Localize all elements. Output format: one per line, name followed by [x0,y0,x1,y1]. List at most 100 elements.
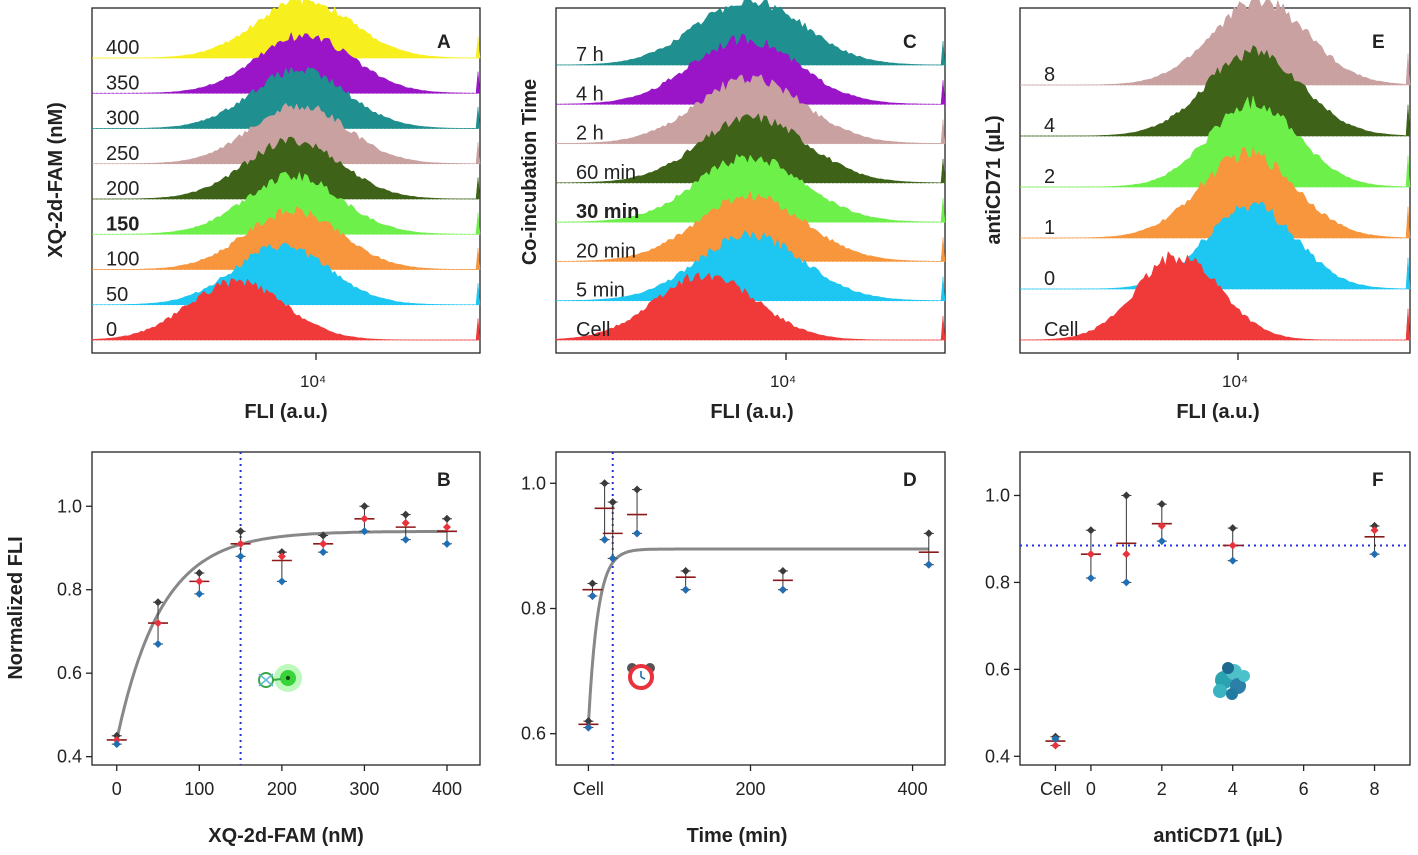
replicate-point [319,539,328,548]
panel-e-letter: E [1372,32,1385,53]
y-tick-label: 0.8 [521,599,546,619]
replicate-point [319,531,328,540]
replicate-point [1157,500,1166,509]
x-tick-label: 200 [735,779,765,799]
histogram-trace [555,0,946,66]
replicate-point [401,518,410,527]
fit-curve [115,529,447,741]
trace-label: 2 h [576,123,604,145]
panel-a-trace-labels: 400 350 300 250 200 150 100 50 0 [106,37,139,341]
x-tick-label: 400 [898,779,928,799]
histogram-trace [555,230,946,301]
replicate-point [195,569,204,578]
y-tick-label: 0.4 [57,747,82,767]
trace-label: Cell [1044,319,1078,341]
y-tick-label: 0.8 [57,580,82,600]
trace-label: 7 h [576,44,604,66]
x-tick-label: 0 [1086,779,1096,799]
trace-label: 4 h [576,83,604,105]
replicate-point [360,502,369,511]
histogram-trace [555,272,946,341]
replicate-point [778,566,787,575]
trace-label: 50 [106,284,128,306]
trace-label: Cell [576,319,610,341]
panel-e-ylabel: antiCD71 (µL) [983,115,1005,244]
trace-label: 30 min [576,201,639,223]
trace-label: 2 [1044,166,1055,188]
replicate-point [1086,526,1095,535]
replicate-point [236,539,245,548]
histogram-trace [91,102,481,165]
trace-label: 350 [106,72,139,94]
trace-label: 400 [106,37,139,59]
replicate-point [442,539,451,548]
histogram-trace [92,0,481,59]
panel-b-xlabel: XQ-2d-FAM (nM) [208,825,364,847]
trace-label: 0 [1044,268,1055,290]
replicate-point [401,510,410,519]
replicate-point [1086,550,1095,559]
panel-c-ylabel: Co-incubation Time [519,79,541,265]
trace-label: 250 [106,143,139,165]
y-tick-label: 1.0 [521,473,546,493]
y-tick-label: 0.6 [985,659,1010,679]
replicate-point [195,589,204,598]
panel-d: 0.6 0.8 1.0 Cell 200 400 D Time (min) [521,451,946,847]
replicate-point [1051,734,1060,743]
trace-label: 150 [106,213,139,235]
panel-f-letter: F [1372,470,1384,491]
alarm-clock-icon [627,663,655,690]
histogram-trace [91,171,481,235]
trace-label: 300 [106,108,139,130]
panel-c-letter: C [903,32,917,53]
replicate-point [112,735,121,744]
panel-a-ylabel: XQ-2d-FAM (nM) [45,102,67,258]
histogram-trace [555,113,946,184]
panel-b: 0.4 0.6 0.8 1.0 0 100 200 300 400 B XQ-2d-FAM (n… [5,451,481,847]
x-tick-label: 0 [112,779,122,799]
trace-label: 100 [106,249,139,271]
trace-label: 1 [1044,217,1055,239]
replicate-point [778,585,787,594]
panel-f-xlabel: antiCD71 (µL) [1153,825,1282,847]
histogram-trace [91,242,481,306]
replicate-point [1228,541,1237,550]
replicate-point [154,619,163,628]
panel-e-xlabel: FLI (a.u.) [1176,401,1259,423]
cell-cluster-icon [1213,662,1250,700]
replicate-point [1086,574,1095,583]
fit-curve [586,547,929,725]
panel-a-histograms [91,0,481,360]
histogram-trace [1020,0,1411,86]
histogram-trace [91,31,481,94]
replicate-point [588,591,597,600]
replicate-point [584,717,593,726]
replicate-point [277,548,286,557]
replicate-point [1122,491,1131,500]
trace-label: 8 [1044,64,1055,86]
panel-b-plot: 0.4 0.6 0.8 1.0 0 100 200 300 400 [57,452,462,799]
y-tick-label: 0.8 [985,572,1010,592]
replicate-point [588,579,597,588]
x-tick-label: Cell [573,779,604,799]
replicate-point [236,527,245,536]
histogram-trace [92,136,481,200]
aptamer-probe-icon [258,664,302,692]
replicate-point [401,535,410,544]
histogram-trace [555,153,946,223]
replicate-point [1157,537,1166,546]
histogram-trace [92,206,481,270]
replicate-point [1157,521,1166,530]
panel-d-letter: D [903,470,917,491]
replicate-point [633,529,642,538]
panel-f-frame [1019,451,1411,766]
histogram-trace [555,33,946,105]
panel-e: 8 4 2 1 0 Cell E 10⁴ FLI (a.u.) antiCD71 (µL) [983,0,1411,423]
replicate-point [608,554,617,563]
panel-b-letter: B [437,470,451,491]
replicate-point [924,529,933,538]
replicate-point [442,523,451,532]
histogram-trace [92,66,481,129]
replicate-point [1122,578,1131,587]
panel-e-histograms [1019,0,1411,360]
